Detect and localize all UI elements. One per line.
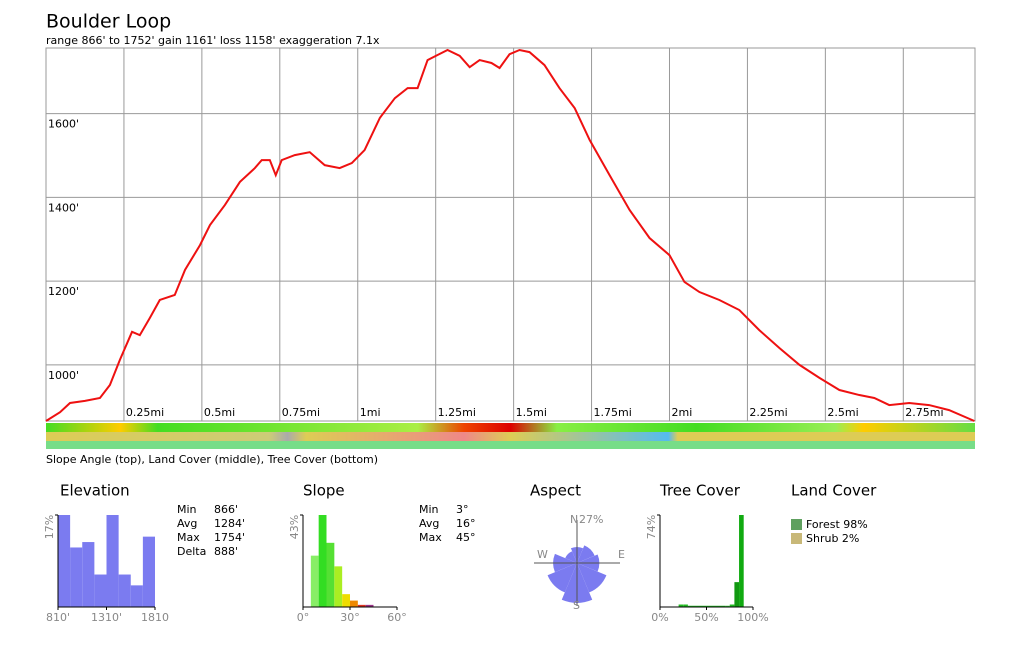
x-tick-label: 30° — [340, 611, 360, 624]
y-tick-label: 43% — [288, 515, 301, 539]
x-tick-label: 1310' — [91, 611, 122, 624]
stat-value: 1754' — [214, 531, 245, 544]
hist-bar — [142, 536, 155, 607]
stat-label: Avg — [419, 517, 439, 530]
hist-bar — [342, 594, 350, 607]
stat-value: 45° — [456, 531, 476, 544]
x-tick-label: 50% — [694, 611, 718, 624]
x-tick-label: 810' — [46, 611, 70, 624]
stat-value: 866' — [214, 503, 238, 516]
plot-frame — [45, 47, 976, 422]
y-tick-label: 1600' — [48, 118, 79, 131]
hist-bar — [82, 542, 95, 607]
panel-title: Aspect — [530, 482, 581, 500]
legend-swatch — [791, 519, 802, 530]
x-tick-label: 0% — [651, 611, 668, 624]
x-tick-label: 0.5mi — [204, 406, 235, 419]
x-tick-label: 0.75mi — [282, 406, 320, 419]
compass-label: E — [618, 548, 625, 561]
x-tick-label: 60° — [387, 611, 407, 624]
hist-bar — [365, 604, 374, 607]
hist-bar — [58, 515, 71, 607]
hist-bar — [106, 515, 119, 607]
compass-label: N — [570, 513, 578, 526]
aspect-wedge — [577, 545, 595, 563]
rose-scale: 27% — [579, 513, 603, 526]
stat-value: 888' — [214, 545, 238, 558]
hist-bar — [94, 574, 107, 607]
hist-bar — [130, 585, 143, 607]
land-strip — [46, 432, 975, 441]
x-tick-label: 1mi — [360, 406, 381, 419]
hist-bar — [318, 515, 327, 607]
y-tick-label: 1400' — [48, 201, 79, 214]
x-tick-label: 2.25mi — [749, 406, 787, 419]
hist-bar — [357, 604, 366, 607]
tree-strip — [46, 441, 975, 449]
y-tick-label: 1200' — [48, 285, 79, 298]
legend-label: Shrub 2% — [806, 532, 859, 545]
aspect-wedge — [577, 563, 607, 593]
stat-value: 16° — [456, 517, 476, 530]
y-tick-label: 74% — [645, 515, 658, 539]
x-tick-label: 1810 — [141, 611, 169, 624]
y-tick-label: 17% — [43, 515, 56, 539]
x-tick-label: 1.5mi — [516, 406, 547, 419]
legend-label: Forest 98% — [806, 518, 868, 531]
x-tick-label: 100% — [737, 611, 768, 624]
hist-bar — [683, 604, 688, 607]
panel-title: Tree Cover — [659, 482, 741, 500]
hist-bar — [326, 542, 335, 607]
x-tick-label: 1.75mi — [594, 406, 632, 419]
stat-label: Max — [419, 531, 442, 544]
y-tick-label: 1000' — [48, 369, 79, 382]
hist-bar — [729, 604, 735, 607]
hist-bar — [310, 555, 319, 607]
aspect-wedge — [547, 563, 577, 593]
stat-label: Max — [177, 531, 200, 544]
x-tick-label: 1.25mi — [438, 406, 476, 419]
slope-strip — [46, 423, 975, 432]
hist-bar — [70, 547, 83, 607]
x-tick-label: 2.75mi — [905, 406, 943, 419]
hist-bar — [687, 605, 726, 607]
panel-title: Elevation — [60, 482, 130, 500]
stat-label: Delta — [177, 545, 206, 558]
subtitle: range 866' to 1752' gain 1161' loss 1158… — [46, 34, 380, 47]
compass-label: S — [573, 599, 580, 612]
stat-label: Avg — [177, 517, 197, 530]
strip-caption: Slope Angle (top), Land Cover (middle), … — [46, 453, 378, 466]
x-tick-label: 0° — [297, 611, 310, 624]
stat-label: Min — [177, 503, 197, 516]
stat-label: Min — [419, 503, 439, 516]
aspect-wedge — [565, 551, 577, 563]
x-tick-label: 2.5mi — [827, 406, 858, 419]
hist-bar — [678, 604, 684, 607]
x-tick-label: 2mi — [671, 406, 692, 419]
elevation-line — [45, 48, 975, 422]
hist-bar — [334, 566, 343, 607]
title: Boulder Loop — [46, 11, 171, 33]
stat-value: 3° — [456, 503, 469, 516]
hist-bar — [118, 574, 131, 607]
x-tick-label: 0.25mi — [126, 406, 164, 419]
hist-bar — [350, 600, 358, 607]
stat-value: 1284' — [214, 517, 245, 530]
compass-label: W — [537, 548, 548, 561]
hist-bar — [734, 582, 740, 607]
panel-title: Land Cover — [791, 482, 877, 500]
hist-bar — [739, 515, 744, 607]
hist-bar — [725, 605, 730, 607]
panel-title: Slope — [303, 482, 345, 500]
legend-swatch — [791, 533, 802, 544]
